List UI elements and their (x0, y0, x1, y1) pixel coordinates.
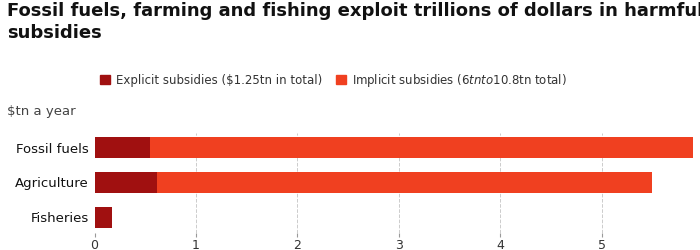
Text: $tn a year: $tn a year (7, 105, 76, 118)
Bar (94, 137, 150, 158)
Bar (94, 207, 112, 228)
Bar (94, 172, 158, 193)
Legend: Explicit subsidies ($1.25tn in total), Implicit subsidies ($6tn to $10.8tn total: Explicit subsidies ($1.25tn in total), I… (100, 72, 566, 88)
Text: Fossil fuels, farming and fishing exploit trillions of dollars in harmful
subsid: Fossil fuels, farming and fishing exploi… (7, 2, 700, 42)
Bar (94, 207, 112, 228)
Bar (94, 172, 652, 193)
Bar (94, 137, 693, 158)
